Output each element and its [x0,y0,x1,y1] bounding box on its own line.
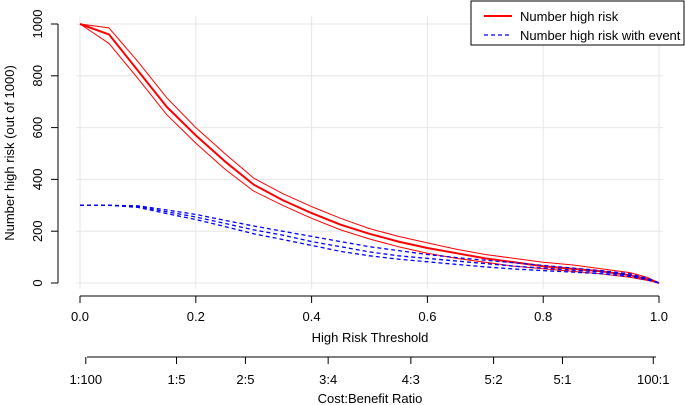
cost-benefit-tick-label: 4:3 [402,372,420,387]
cost-benefit-axis-label: Cost:Benefit Ratio [318,391,423,405]
series-line-number-high-risk-with-event-lower-ci [80,204,660,284]
series-line-number-high-risk-lower-ci [79,23,660,284]
axes [57,24,659,358]
cost-benefit-tick-label: 1:5 [167,372,185,387]
y-tick-label: 400 [30,169,45,191]
cost-benefit-tick-label: 1:100 [70,372,103,387]
x-tick-label: 0.0 [71,309,89,324]
legend-box [470,0,685,46]
x-axis-label: High Risk Threshold [312,330,429,345]
x-tick-label: 0.4 [303,309,321,324]
legend-label-number-high-risk: Number high risk [520,9,619,24]
series-line-number-high-risk-with-event [80,204,660,284]
x-tick-label: 0.2 [187,309,205,324]
y-tick-label: 600 [30,117,45,139]
x-tick-label: 0.8 [534,309,552,324]
x-tick-label: 1.0 [650,309,668,324]
y-tick-label: 200 [30,220,45,242]
y-tick-label: 0 [30,279,45,286]
legend-label-number-high-risk-with-event: Number high risk with event [520,28,681,43]
cost-benefit-tick-label: 5:1 [553,372,571,387]
y-axis-label: Number high risk (out of 1000) [2,65,17,241]
cost-benefit-tick-label: 2:5 [236,372,254,387]
ticks: 0.0 0.2 0.4 0.6 0.8 1.0 0 200 400 600 800 1000 1:100… [30,10,670,387]
series-line-number-high-risk-upper-ci [79,23,660,284]
y-tick-label: 800 [30,65,45,87]
series [79,23,660,284]
cost-benefit-tick-label: 5:2 [485,372,503,387]
legend: Number high risk Number high risk with e… [470,0,685,46]
series-line-number-high-risk-with-event-upper-ci [80,204,660,284]
cost-benefit-tick-label: 3:4 [319,372,337,387]
series-line-number-high-risk [79,23,660,284]
y-tick-label: 1000 [30,10,45,39]
x-tick-label: 0.6 [418,309,436,324]
grid [76,16,663,289]
cost-benefit-tick-label: 100:1 [637,372,670,387]
